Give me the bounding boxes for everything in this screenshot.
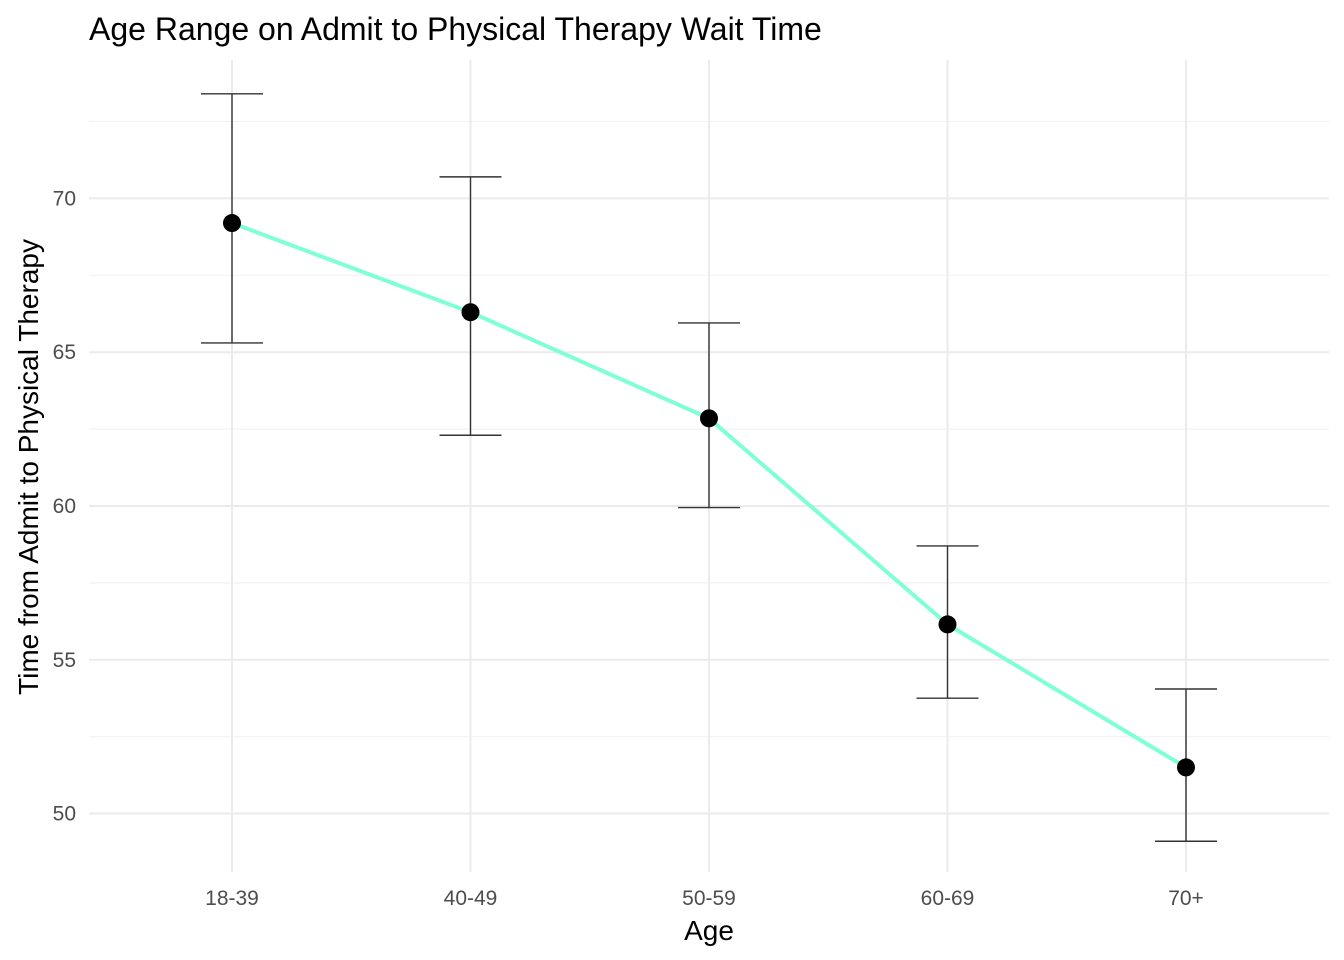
data-point xyxy=(461,303,480,322)
y-axis-tick-labels: 50 55 60 65 70 xyxy=(53,187,76,825)
data-point xyxy=(1177,758,1195,777)
data-points xyxy=(223,214,1195,777)
x-tick-label: 70+ xyxy=(1168,887,1204,910)
data-point xyxy=(223,214,241,233)
x-tick-label: 18-39 xyxy=(205,887,259,910)
x-tick-label: 50-59 xyxy=(682,887,736,910)
y-tick-label: 60 xyxy=(53,495,76,518)
y-axis-title: Time from Admit to Physical Therapy xyxy=(13,239,44,695)
x-axis-tick-labels: 18-39 40-49 50-59 60-69 70+ xyxy=(205,887,1204,910)
y-tick-label: 65 xyxy=(53,341,76,364)
x-tick-label: 40-49 xyxy=(444,887,498,910)
x-tick-label: 60-69 xyxy=(921,887,975,910)
y-tick-label: 50 xyxy=(53,803,76,826)
chart-title: Age Range on Admit to Physical Therapy W… xyxy=(89,11,822,47)
y-tick-label: 55 xyxy=(53,649,76,672)
y-tick-label: 70 xyxy=(53,187,76,210)
data-point xyxy=(700,409,718,428)
x-axis-title: Age xyxy=(684,915,734,946)
data-point xyxy=(938,615,957,634)
